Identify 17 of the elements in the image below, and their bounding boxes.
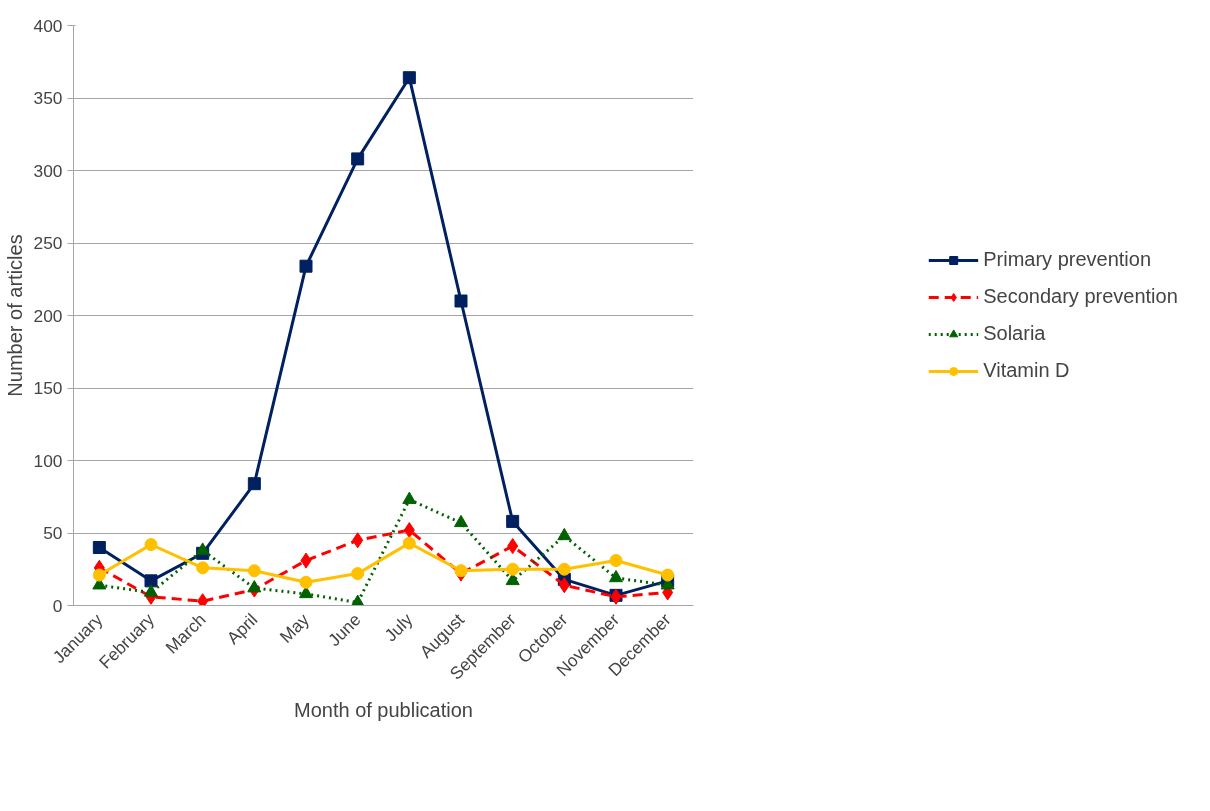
y-tick-label: 350 (33, 88, 63, 108)
legend-label: Vitamin D (983, 359, 1070, 382)
y-tick-label: 200 (33, 305, 63, 326)
legend-label: Secondary prevention (983, 285, 1178, 308)
y-tick-label: 250 (33, 233, 63, 253)
y-tick-label: 50 (43, 523, 63, 543)
y-tick-label: 300 (33, 160, 63, 181)
y-tick-label: 100 (33, 450, 63, 471)
x-tick-label: July (380, 609, 417, 646)
y-axis-title: Number of articles (3, 234, 26, 397)
legend-label: Solaria (983, 322, 1046, 345)
y-tick-label: 0 (52, 595, 63, 616)
legend-label: Primary prevention (983, 248, 1152, 271)
x-tick-label: May (275, 609, 314, 647)
y-tick-label: 400 (33, 15, 63, 36)
y-tick-label: 150 (33, 378, 63, 398)
x-axis-title: Month of publication (294, 698, 474, 721)
